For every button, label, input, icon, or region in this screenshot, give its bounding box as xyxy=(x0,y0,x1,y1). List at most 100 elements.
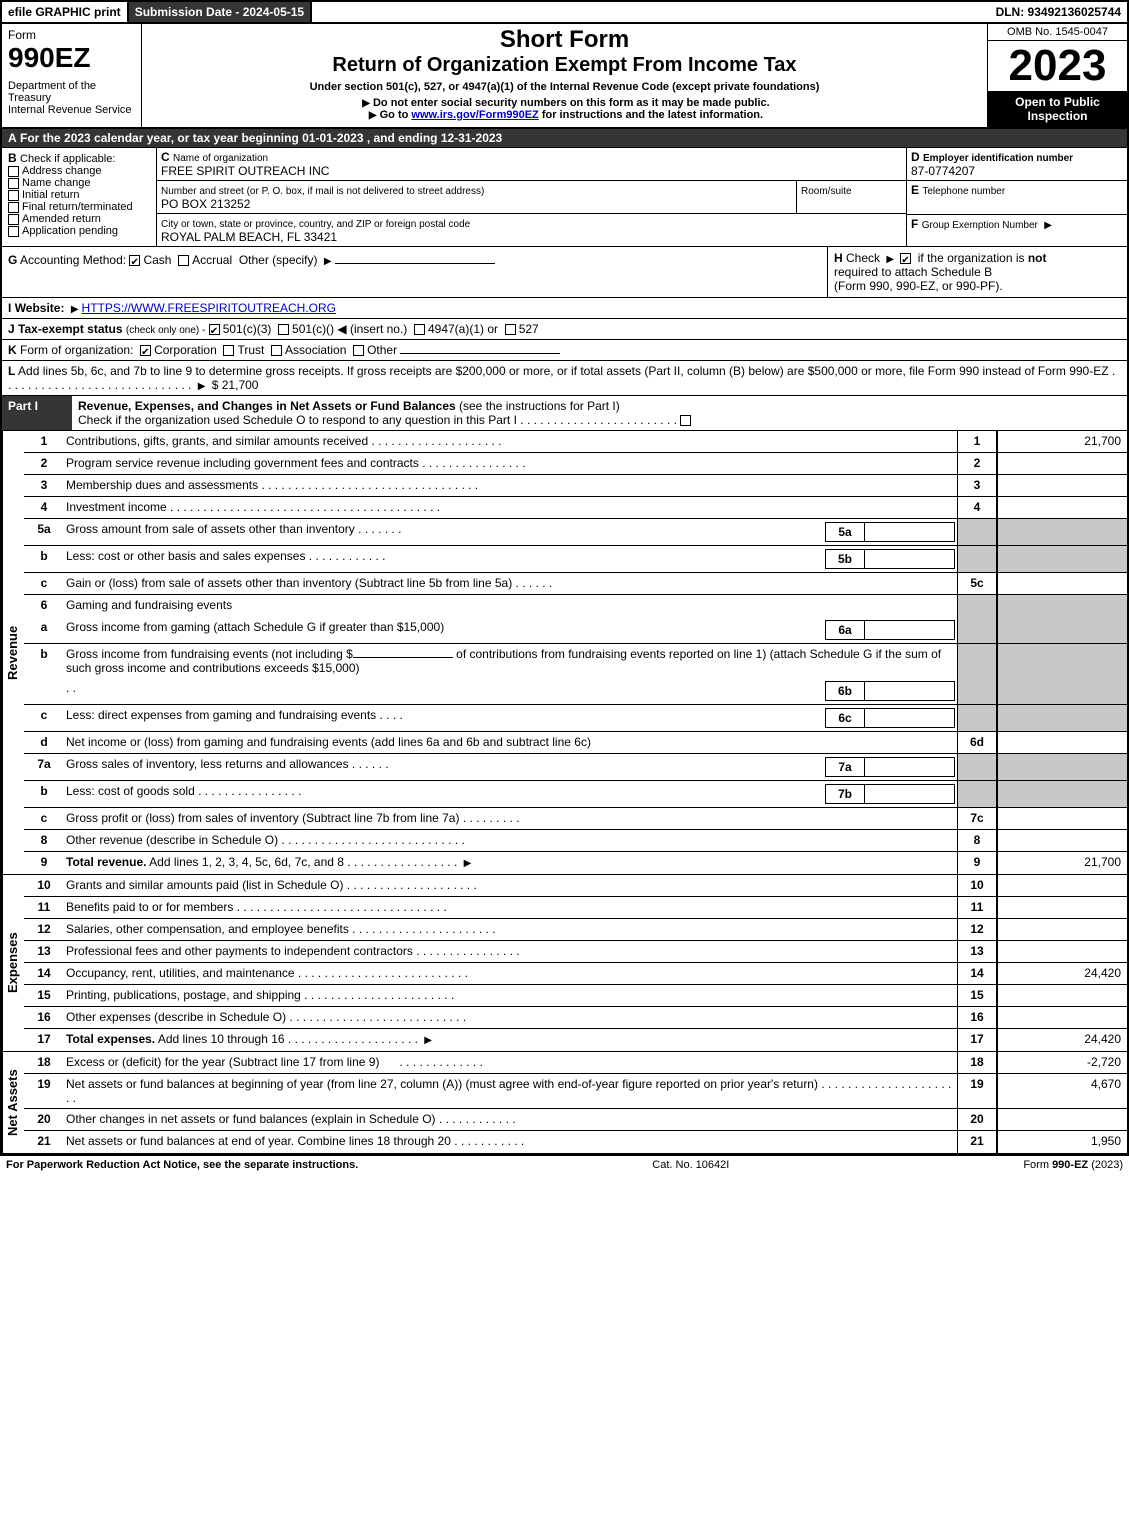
line-18-desc: Excess or (deficit) for the year (Subtra… xyxy=(66,1055,379,1069)
netassets-block: Net Assets 18Excess or (deficit) for the… xyxy=(0,1052,1129,1155)
accrual-checkbox[interactable] xyxy=(178,255,189,266)
assoc-checkbox[interactable] xyxy=(271,345,282,356)
website-link[interactable]: HTTPS://WWW.FREESPIRITOUTREACH.ORG xyxy=(82,301,336,315)
g-label: G xyxy=(8,253,17,267)
a-text: For the 2023 calendar year, or tax year … xyxy=(20,131,502,145)
room-lbl: Room/suite xyxy=(801,186,852,197)
d-text: Employer identification number xyxy=(923,153,1073,164)
cash: Cash xyxy=(143,253,171,267)
gh-row: G Accounting Method: Cash Accrual Other … xyxy=(0,247,1129,298)
line-6c-desc: Less: direct expenses from gaming and fu… xyxy=(66,708,376,722)
part1-checkbox[interactable] xyxy=(680,415,691,426)
h-not: not xyxy=(1028,251,1047,265)
section-g: G Accounting Method: Cash Accrual Other … xyxy=(2,247,827,297)
page-footer: For Paperwork Reduction Act Notice, see … xyxy=(0,1155,1129,1174)
h-label: H xyxy=(834,251,843,265)
e-label: E xyxy=(911,183,919,197)
527-checkbox[interactable] xyxy=(505,324,516,335)
line-1-desc: Contributions, gifts, grants, and simila… xyxy=(66,434,368,448)
501c3-checkbox[interactable] xyxy=(209,324,220,335)
line-6a-desc: Gross income from gaming (attach Schedul… xyxy=(66,620,444,634)
section-def: D Employer identification number 87-0774… xyxy=(907,148,1127,246)
line-16-amt xyxy=(997,1007,1127,1028)
i-label: I xyxy=(8,301,11,315)
cash-checkbox[interactable] xyxy=(129,255,140,266)
f-text: Group Exemption Number xyxy=(922,220,1038,231)
line-18-amt: -2,720 xyxy=(997,1052,1127,1073)
corp-checkbox[interactable] xyxy=(140,345,151,356)
line-6d-amt xyxy=(997,732,1127,753)
line-19-desc: Net assets or fund balances at beginning… xyxy=(66,1077,818,1091)
4947-checkbox[interactable] xyxy=(414,324,425,335)
name-change-checkbox[interactable] xyxy=(8,178,19,189)
line-5b-desc: Less: cost or other basis and sales expe… xyxy=(66,549,305,563)
k-text: Form of organization: xyxy=(20,343,133,357)
h-check: Check xyxy=(846,251,880,265)
line-17-desc2: Add lines 10 through 16 xyxy=(155,1032,284,1046)
form-word: Form xyxy=(8,28,135,42)
b-text: Check if applicable: xyxy=(20,153,115,165)
sub-6a: 6a xyxy=(825,620,865,640)
expenses-block: Expenses 10Grants and similar amounts pa… xyxy=(0,875,1129,1052)
line-4-desc: Investment income xyxy=(66,500,167,514)
line-17-amt: 24,420 xyxy=(997,1029,1127,1051)
line-3-amt xyxy=(997,475,1127,496)
revenue-label: Revenue xyxy=(2,431,24,874)
dept-treasury: Department of the Treasury xyxy=(8,80,135,104)
line-4-amt xyxy=(997,497,1127,518)
line-13-desc: Professional fees and other payments to … xyxy=(66,944,413,958)
h-checkbox[interactable] xyxy=(900,253,911,264)
part1-sub: (see the instructions for Part I) xyxy=(459,399,620,413)
527: 527 xyxy=(519,322,539,336)
line-20-amt xyxy=(997,1109,1127,1130)
irs-link[interactable]: www.irs.gov/Form990EZ xyxy=(411,109,538,121)
j-sub: (check only one) - xyxy=(126,325,205,336)
part1-label: Part I xyxy=(2,396,72,430)
h-if: if the organization is xyxy=(918,251,1028,265)
line-8-desc: Other revenue (describe in Schedule O) xyxy=(66,833,278,847)
line-12-desc: Salaries, other compensation, and employ… xyxy=(66,922,349,936)
amended-return: Amended return xyxy=(22,213,101,225)
revenue-block: Revenue 1Contributions, gifts, grants, a… xyxy=(0,431,1129,875)
501c-checkbox[interactable] xyxy=(278,324,289,335)
final-return: Final return/terminated xyxy=(22,201,133,213)
amended-return-checkbox[interactable] xyxy=(8,214,19,225)
part1-title: Revenue, Expenses, and Changes in Net As… xyxy=(78,399,456,413)
addr-change-checkbox[interactable] xyxy=(8,166,19,177)
dln: DLN: 93492136025744 xyxy=(990,2,1127,22)
final-return-checkbox[interactable] xyxy=(8,202,19,213)
ein: 87-0774207 xyxy=(911,164,975,178)
other-checkbox[interactable] xyxy=(353,345,364,356)
trust-checkbox[interactable] xyxy=(223,345,234,356)
under-section: Under section 501(c), 527, or 4947(a)(1)… xyxy=(148,81,981,93)
line-6b-desc-pre: Gross income from fundraising events (no… xyxy=(66,647,353,661)
line-2-desc: Program service revenue including govern… xyxy=(66,456,419,470)
line-7c-desc: Gross profit or (loss) from sales of inv… xyxy=(66,811,459,825)
j-text: Tax-exempt status xyxy=(18,322,122,336)
line-15-desc: Printing, publications, postage, and shi… xyxy=(66,988,301,1002)
bcdef-block: B Check if applicable: Address change Na… xyxy=(0,148,1129,247)
line-5c-desc: Gain or (loss) from sale of assets other… xyxy=(66,576,512,590)
h-sub2: (Form 990, 990-EZ, or 990-PF). xyxy=(834,279,1003,293)
line-12-amt xyxy=(997,919,1127,940)
line-10-desc: Grants and similar amounts paid (list in… xyxy=(66,878,343,892)
line-8-amt xyxy=(997,830,1127,851)
initial-return-checkbox[interactable] xyxy=(8,190,19,201)
street-lbl: Number and street (or P. O. box, if mail… xyxy=(161,186,484,197)
expenses-label: Expenses xyxy=(2,875,24,1051)
short-form: Short Form xyxy=(148,26,981,54)
other-specify: Other (specify) xyxy=(239,253,318,267)
app-pending-checkbox[interactable] xyxy=(8,226,19,237)
sub-6c: 6c xyxy=(825,708,865,728)
year-col: OMB No. 1545-0047 2023 Open to Public In… xyxy=(987,24,1127,127)
line-6d-desc: Net income or (loss) from gaming and fun… xyxy=(66,735,591,749)
line-7b-desc: Less: cost of goods sold xyxy=(66,784,195,798)
line-19-amt: 4,670 xyxy=(997,1074,1127,1108)
app-pending: Application pending xyxy=(22,225,118,237)
line-13-amt xyxy=(997,941,1127,962)
sub-5a: 5a xyxy=(825,522,865,542)
section-b: B Check if applicable: Address change Na… xyxy=(2,148,157,246)
line-15-amt xyxy=(997,985,1127,1006)
l-value: $ 21,700 xyxy=(212,378,259,392)
line-a: A For the 2023 calendar year, or tax yea… xyxy=(0,129,1129,148)
